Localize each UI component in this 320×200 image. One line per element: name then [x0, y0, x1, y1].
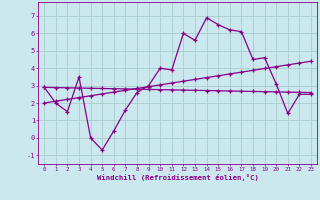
- X-axis label: Windchill (Refroidissement éolien,°C): Windchill (Refroidissement éolien,°C): [97, 174, 259, 181]
